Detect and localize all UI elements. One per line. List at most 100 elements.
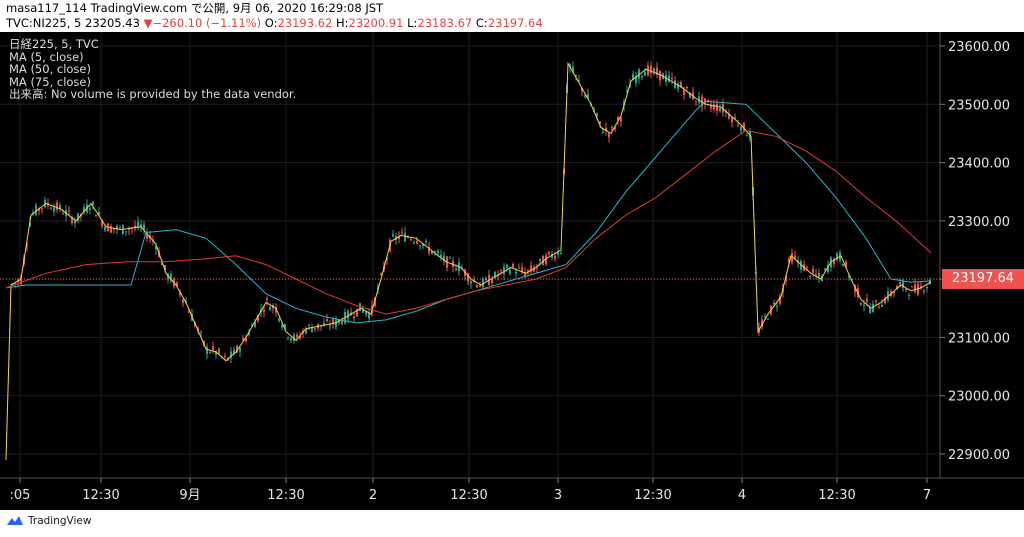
candle [815,269,817,279]
candle [809,275,811,279]
candle [572,61,574,74]
candle [641,74,643,81]
candle [128,225,130,236]
candle [494,270,496,279]
open-value: 23193.62 [277,16,333,30]
candle [491,276,493,287]
candle [635,71,637,87]
candle [779,293,781,306]
candle [314,328,316,333]
ma5-line [5,61,932,460]
candle [557,247,559,258]
y-tick-label: 23600.00 [948,40,1010,55]
candle [443,251,445,266]
candle [236,344,238,354]
candle [506,263,508,273]
candle [281,322,283,331]
candle [689,92,691,99]
candle [812,265,814,278]
y-tick-label: 23100.00 [948,331,1010,346]
candle [470,278,472,289]
legend-ma5[interactable]: MA (5, close) [9,49,84,64]
low-value: 23183.67 [417,16,473,30]
candle [608,132,610,143]
candle [818,268,820,284]
candle [416,236,418,245]
candle [734,113,736,119]
candle [404,227,406,243]
legend-ma50[interactable]: MA (50, close) [9,62,91,77]
candle [170,270,172,284]
candle [392,230,394,238]
candle [146,228,148,242]
candle [110,223,112,234]
candle [53,203,55,216]
candle [668,71,670,84]
candle [182,298,184,308]
candle [731,116,733,128]
ma50-line [5,100,932,324]
candle [908,292,910,300]
candle [419,244,421,250]
candle [884,295,886,305]
candle [584,94,586,99]
x-tick-label: 2 [369,488,377,503]
candle [113,228,115,234]
candle [548,251,550,256]
candle [881,299,883,308]
candle [368,308,370,323]
candle [677,80,679,93]
candle [62,209,64,215]
candle [413,240,415,245]
y-tick-label: 23000.00 [948,390,1010,405]
candle [833,257,835,268]
chart-legend: 日経225, 5, TVC MA (5, close) MA (50, clos… [9,38,296,101]
candle [743,122,745,132]
candle [305,326,307,335]
candle [242,334,244,341]
candle [167,272,169,284]
candle [98,207,100,217]
price-chart[interactable]: 23600.0023500.0023400.0023300.0023200.00… [0,32,1024,537]
candle [68,206,70,215]
tradingview-logo[interactable]: TradingView [6,515,91,527]
footer-band [0,510,1024,537]
candle [440,249,442,262]
candle [911,285,913,288]
publish-info: masa117_114 TradingView.com で公開, 9月 06, … [6,0,384,16]
candle [380,272,382,276]
candle [143,220,145,235]
candle [125,230,127,237]
candle [206,343,208,360]
candle [74,217,76,228]
candle [842,263,844,267]
open-label: O: [264,16,278,30]
candle [329,320,331,331]
y-tick-label: 23400.00 [948,157,1010,172]
candle [44,196,46,209]
candle [578,74,580,83]
candle [266,295,268,306]
legend-ma75[interactable]: MA (75, close) [9,74,91,89]
down-arrow-icon: ▼ [143,16,153,30]
candle [740,125,742,134]
candle [83,203,85,215]
candle [275,303,277,317]
candle [116,224,118,235]
candle [605,122,607,136]
candle [893,290,895,298]
x-tick-label: 12:30 [82,488,119,503]
candle [542,255,544,266]
candle [425,238,427,246]
candle [872,300,874,313]
candle [263,304,265,318]
close-label: C: [475,16,488,30]
candle [401,227,403,237]
candle [746,133,748,137]
candle [278,317,280,323]
x-tick-label: 12:30 [634,488,671,503]
candle [500,269,502,276]
candle [824,267,826,272]
candle [863,299,865,312]
x-tick-label: 12:30 [818,488,855,503]
